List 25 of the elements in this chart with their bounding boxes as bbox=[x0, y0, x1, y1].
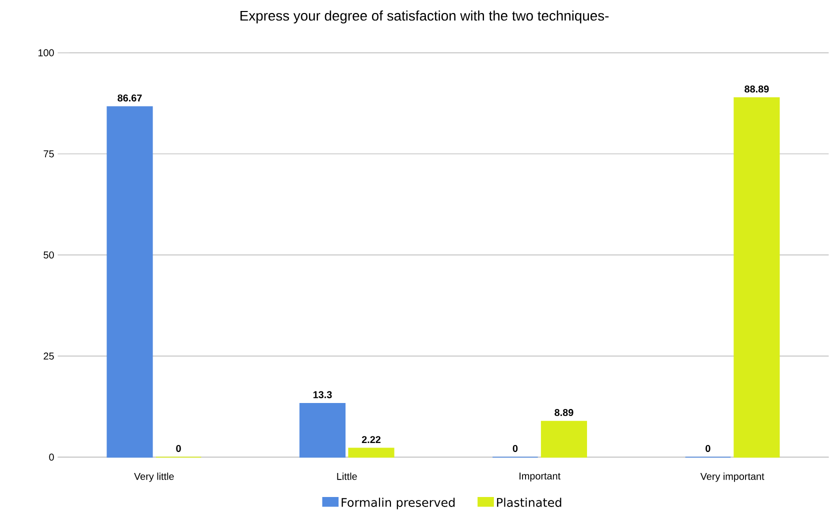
x-tick-label: Little bbox=[337, 472, 357, 480]
x-tick-label: Very important bbox=[700, 472, 764, 482]
bar bbox=[299, 403, 346, 458]
y-tick-label: 50 bbox=[44, 252, 54, 259]
y-tick-label: 100 bbox=[38, 49, 54, 56]
chart-title: Express your degree of satisfaction with the two techniques- bbox=[240, 10, 609, 24]
bar bbox=[540, 420, 588, 458]
x-tick-label: Important bbox=[520, 472, 560, 482]
y-tick-label: 75 bbox=[44, 150, 54, 158]
data-label: 2.22 bbox=[362, 436, 381, 444]
data-label: 8.89 bbox=[554, 409, 574, 416]
data-label: 0 bbox=[512, 445, 518, 452]
bar bbox=[106, 106, 153, 458]
data-label: 86.67 bbox=[118, 94, 142, 102]
legend-label: Plastinated bbox=[497, 498, 562, 508]
y-tick-label: 25 bbox=[44, 352, 54, 360]
data-label: 0 bbox=[706, 445, 710, 452]
bar bbox=[348, 448, 394, 458]
data-label: 13.3 bbox=[313, 391, 332, 398]
data-label: 0 bbox=[176, 445, 181, 452]
legend-label: Formalin preserved bbox=[342, 498, 455, 510]
y-tick-label: 0 bbox=[49, 454, 54, 461]
x-tick-label: Very little bbox=[134, 472, 174, 482]
data-label: 88.89 bbox=[744, 86, 769, 93]
bar bbox=[734, 97, 780, 458]
